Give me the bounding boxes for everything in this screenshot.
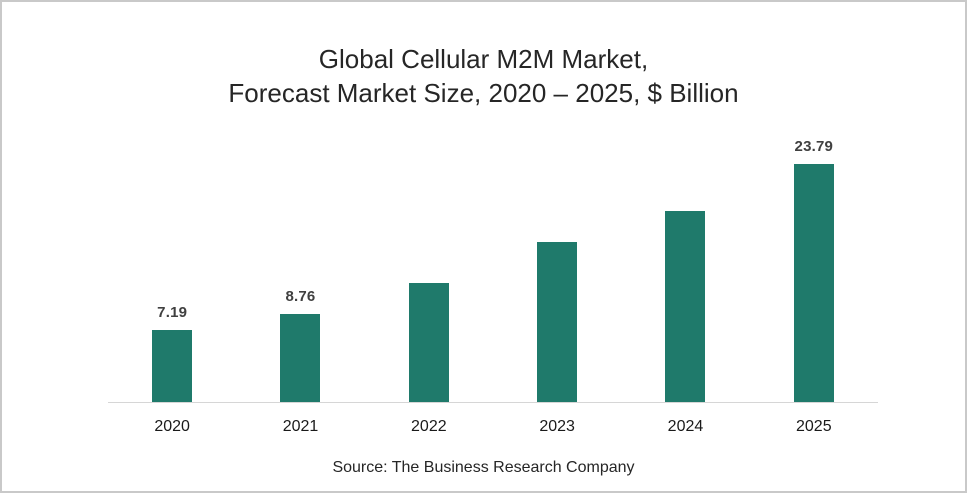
bar-column-2025: 23.79 [750,132,878,402]
bar [408,283,449,402]
bar-value-label: 8.76 [285,288,316,305]
x-axis-label: 2023 [539,418,575,435]
bar-column-2024 [621,132,749,402]
bar-value-label: 7.19 [157,304,188,321]
bar-column-2020: 7.19 [108,132,236,402]
chart-title-line-2: Forecast Market Size, 2020 – 2025, $ Bil… [228,78,739,108]
x-axis-label: 2020 [154,418,190,435]
x-axis-label: 2022 [411,418,447,435]
bar [537,242,578,402]
bar-column-2023 [493,132,621,402]
bar [152,330,193,402]
bar [665,211,706,402]
bar-value-label: 23.79 [794,138,834,155]
chart-title-line-1: Global Cellular M2M Market, [318,44,649,74]
x-axis-label: 2024 [667,418,704,435]
bar [280,314,321,402]
plot-area: 7.19 8.76 23.79 [108,132,878,403]
x-axis-label: 2021 [282,418,319,435]
chart-title: Global Cellular M2M Market, Forecast Mar… [2,42,965,110]
x-axis-labels: 2020 2021 2022 2023 2024 2025 [108,418,878,436]
bar-column-2021: 8.76 [236,132,364,402]
x-axis-label: 2025 [796,418,832,435]
bar-column-2022 [365,132,493,402]
bar [793,164,834,402]
source-text: Source: The Business Research Company [332,459,635,476]
